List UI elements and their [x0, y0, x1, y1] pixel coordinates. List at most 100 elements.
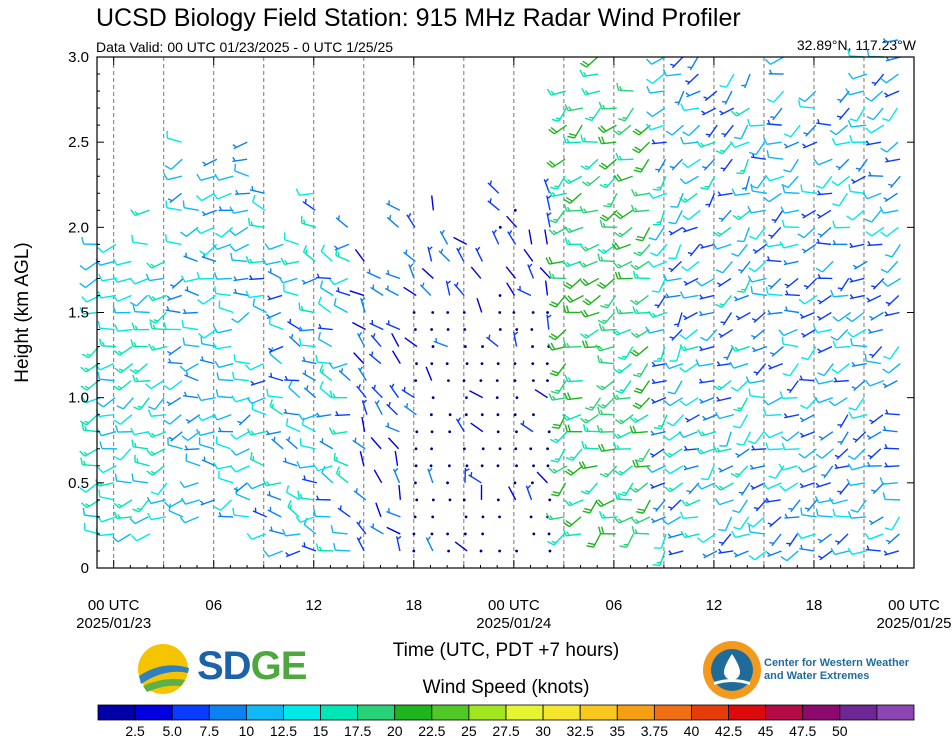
wind-barb — [817, 363, 834, 377]
barb-flag — [548, 335, 556, 341]
barb-flag — [750, 484, 755, 489]
wind-barb — [801, 243, 817, 254]
wind-barb — [868, 516, 884, 526]
barb-shaft — [688, 124, 701, 137]
barb-flag — [328, 362, 334, 369]
wind-barb — [750, 183, 768, 194]
barb-shaft — [640, 380, 650, 394]
colorbar-title: Wind Speed (knots) — [422, 677, 590, 698]
wind-barb — [446, 328, 450, 331]
wind-barb — [166, 397, 182, 407]
wind-barb — [316, 412, 332, 418]
barb-flag — [678, 431, 685, 438]
barb-shaft — [651, 107, 666, 118]
wind-barb — [564, 226, 584, 234]
wind-barb — [665, 293, 681, 299]
barb-shaft — [784, 448, 800, 451]
wind-barb — [662, 516, 682, 526]
barb-flag — [563, 392, 569, 400]
calm-dot — [512, 311, 516, 314]
wind-barb — [580, 134, 598, 143]
wind-barb — [768, 69, 784, 75]
wind-barb — [303, 385, 317, 399]
y-tick-label: 3.0 — [68, 49, 89, 66]
calm-dot — [530, 328, 534, 331]
barb-flag — [735, 472, 740, 476]
wind-barb — [563, 392, 583, 401]
wind-barb — [329, 277, 349, 286]
wind-barb — [764, 56, 784, 65]
barb-shaft — [852, 73, 868, 80]
barb-flag — [667, 452, 673, 457]
barb-flag — [616, 173, 622, 181]
barb-flag — [884, 311, 889, 316]
wind-barb — [233, 482, 248, 493]
barb-flag — [600, 409, 604, 415]
wind-barb — [414, 328, 417, 331]
barb-flag — [163, 322, 167, 330]
wind-barb — [201, 456, 216, 467]
barb-flag — [550, 301, 559, 306]
wind-barb — [778, 463, 798, 471]
barb-flag — [845, 316, 853, 323]
barb-shaft — [373, 469, 383, 484]
barb-flag — [598, 510, 603, 519]
barb-flag — [801, 213, 806, 218]
wind-barb — [199, 499, 216, 506]
barb-flag — [615, 394, 620, 400]
barb-flag — [884, 92, 889, 97]
y-tick-label: 1.5 — [68, 305, 89, 322]
wind-barb — [295, 188, 315, 196]
wind-barb — [786, 380, 799, 394]
barb-flag — [99, 441, 103, 449]
wind-barb — [613, 516, 634, 524]
calm-dot — [446, 311, 450, 314]
barb-flag — [798, 453, 806, 459]
barb-flag — [817, 348, 822, 353]
barb-flag — [130, 209, 136, 216]
wind-barb — [668, 550, 684, 556]
wind-barb — [333, 452, 349, 467]
barb-flag — [568, 133, 577, 137]
barb-flag — [613, 262, 620, 269]
wind-barb — [834, 463, 850, 470]
barb-shaft — [649, 328, 665, 334]
barb-flag — [370, 351, 374, 357]
wind-barb — [97, 429, 117, 437]
barb-flag — [649, 483, 655, 488]
barb-shaft — [268, 243, 284, 251]
wind-barb — [831, 175, 850, 187]
barb-flag — [633, 417, 639, 422]
wind-barb — [705, 193, 716, 208]
barb-flag — [880, 231, 887, 238]
wind-barb — [359, 451, 365, 466]
barb-flag — [686, 489, 692, 493]
wind-barb — [652, 210, 665, 226]
wind-barb — [563, 135, 581, 144]
barb-flag — [665, 130, 673, 136]
barb-flag — [147, 409, 152, 417]
barb-flag — [888, 183, 893, 187]
wind-barb — [850, 499, 867, 513]
calm-dot — [431, 515, 435, 519]
barb-shaft — [234, 170, 250, 177]
barb-flag — [80, 366, 87, 373]
wind-barb — [662, 68, 682, 77]
barb-flag — [869, 315, 874, 320]
barb-flag — [615, 330, 621, 335]
wind-barb — [835, 533, 849, 545]
barb-flag — [99, 338, 103, 346]
barb-flag — [332, 429, 337, 434]
wind-barb — [630, 328, 650, 339]
barb-shaft — [269, 353, 282, 365]
barb-flag — [428, 467, 433, 472]
wind-barb — [846, 478, 866, 487]
barb-flag — [633, 390, 642, 394]
wind-barb — [337, 505, 351, 518]
barb-flag — [701, 110, 706, 115]
wind-barb — [595, 344, 615, 352]
wind-barb — [767, 516, 782, 528]
barb-flag — [566, 531, 570, 536]
barb-flag — [551, 540, 557, 544]
wind-barb — [630, 294, 649, 306]
